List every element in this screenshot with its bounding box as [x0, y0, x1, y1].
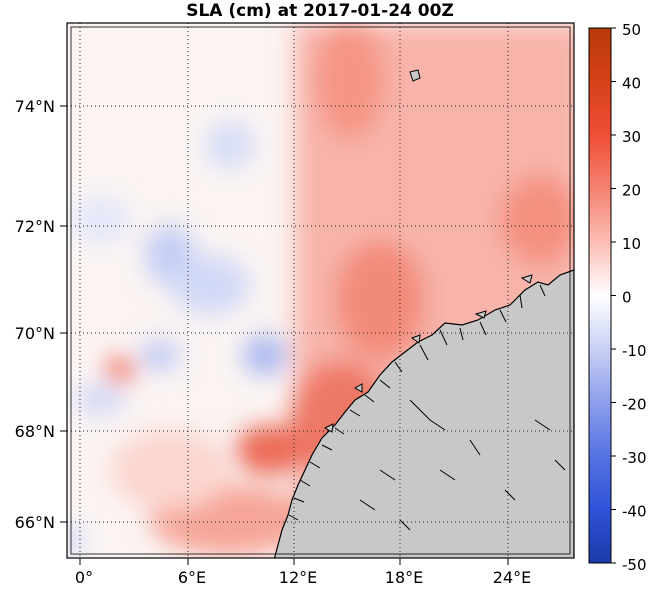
- map-title: SLA (cm) at 2017-01-24 00Z: [186, 1, 454, 21]
- lon-label: 24°E: [493, 568, 531, 587]
- island: [409, 69, 421, 82]
- coastal-islands: [323, 274, 533, 433]
- colorbar-label: 20: [622, 182, 641, 200]
- lon-label: 6°E: [178, 568, 206, 587]
- colorbar-label: -10: [622, 342, 647, 360]
- lat-label: 66°N: [15, 513, 55, 532]
- colorbar-label: 50: [622, 21, 641, 39]
- colorbar-label: 0: [622, 289, 632, 307]
- lon-label: 0°: [75, 568, 93, 587]
- sla-field: [67, 23, 574, 558]
- colorbar-label: -50: [622, 556, 647, 574]
- colorbar-label: 40: [622, 75, 641, 93]
- colorbar-label: 30: [622, 128, 641, 146]
- colorbar-label: -30: [622, 449, 647, 467]
- lat-label: 72°N: [15, 217, 55, 236]
- lat-label: 74°N: [15, 97, 55, 116]
- graticule: [67, 23, 574, 558]
- lat-label: 68°N: [15, 422, 55, 441]
- lat-label: 70°N: [15, 324, 55, 343]
- colorbar-ticks: [611, 27, 616, 564]
- colorbar-label: -20: [622, 396, 647, 414]
- coastline-details: [288, 284, 566, 531]
- colorbar: [588, 27, 612, 564]
- colorbar-label: -40: [622, 503, 647, 521]
- axis-ticks: [60, 105, 509, 565]
- lon-label: 18°E: [385, 568, 423, 587]
- colorbar-label: 10: [622, 235, 641, 253]
- lon-label: 12°E: [279, 568, 317, 587]
- map-frame: [66, 22, 575, 559]
